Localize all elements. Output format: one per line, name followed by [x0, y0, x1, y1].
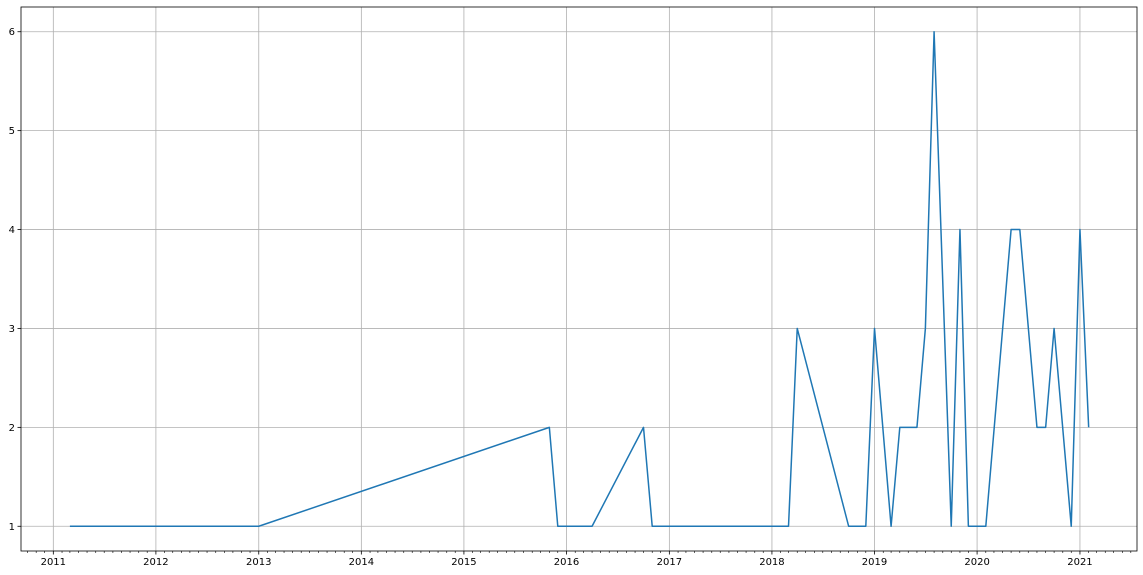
- x-tick-label: 2021: [1067, 557, 1092, 568]
- series-line: [69, 30, 1090, 528]
- series-line-layer: [69, 30, 1090, 528]
- y-tick-label: 2: [9, 423, 15, 434]
- y-tick-label: 3: [9, 324, 15, 335]
- y-tick-label: 6: [9, 27, 15, 38]
- y-tick-label: 1: [9, 522, 15, 533]
- y-tick-label: 5: [9, 126, 15, 137]
- y-tick-label: 4: [9, 225, 15, 236]
- x-tick-label: 2016: [554, 557, 579, 568]
- x-tick-label: 2014: [349, 557, 374, 568]
- x-tick-label: 2019: [862, 557, 887, 568]
- x-tick-label: 2011: [41, 557, 66, 568]
- plot-frame: [20, 6, 1138, 552]
- x-tick-label: 2015: [451, 557, 476, 568]
- x-tick-label: 2013: [246, 557, 271, 568]
- x-tick-label: 2012: [143, 557, 168, 568]
- x-tick-label: 2018: [759, 557, 784, 568]
- x-tick-label: 2017: [657, 557, 682, 568]
- grid-lines: [21, 7, 1137, 551]
- axes-spines: [20, 6, 1138, 552]
- x-tick-label: 2020: [964, 557, 989, 568]
